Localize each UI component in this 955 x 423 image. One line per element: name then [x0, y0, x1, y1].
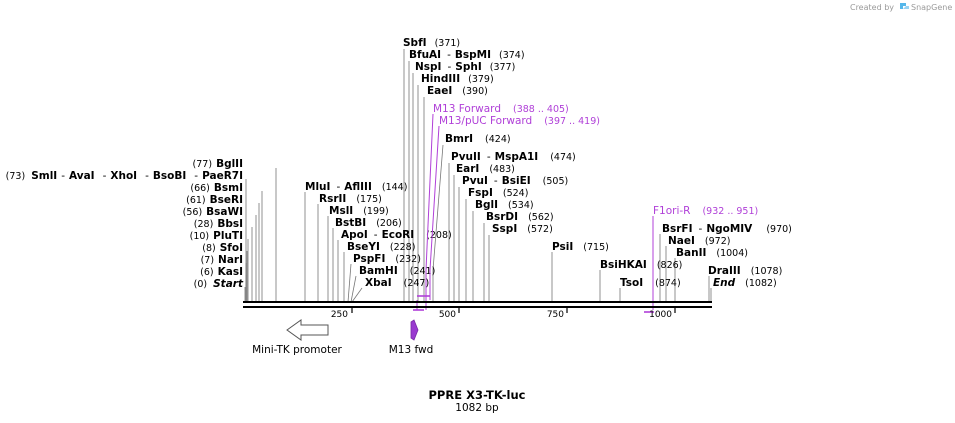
- site-label-start[interactable]: (0) Start: [194, 278, 244, 290]
- site-label-bsawi[interactable]: (56) BsaWI: [183, 206, 243, 218]
- tick-label-750: 750: [547, 310, 564, 320]
- site-label-pluti[interactable]: (10) PluTI: [190, 230, 243, 242]
- site-label-bseyi[interactable]: BseYI (228): [347, 241, 415, 253]
- middle-site-labels: MluI - AflIII (144) RsrII (175) MslI (199) Bs…: [305, 181, 452, 289]
- primer-label-f1ori-r[interactable]: F1ori-R (932 .. 951): [653, 205, 758, 217]
- map-title-block: PPRE X3-TK-luc 1082 bp: [429, 388, 526, 414]
- site-label-bsrfi[interactable]: BsrFI - NgoMIV (970): [662, 223, 792, 235]
- site-label-nspi[interactable]: NspI - SphI (377): [415, 61, 515, 73]
- snapgene-logo-icon: [900, 3, 909, 9]
- site-label-hindiii[interactable]: HindIII (379): [421, 73, 494, 85]
- site-label-nari[interactable]: (7) NarI: [201, 254, 243, 266]
- site-label-mlui[interactable]: MluI - AflIII (144): [305, 181, 407, 193]
- tick-label-1000: 1000: [649, 310, 672, 320]
- site-label-bgli[interactable]: BglI (534): [475, 199, 534, 211]
- site-label-eaei[interactable]: EaeI (390): [427, 85, 488, 97]
- site-label-draiii[interactable]: DraIII (1078): [708, 265, 782, 277]
- site-label-end[interactable]: End (1082): [713, 277, 777, 289]
- site-label-sfoi[interactable]: (8) SfoI: [202, 242, 243, 254]
- site-label-eari[interactable]: EarI (483): [456, 163, 515, 175]
- map-length: 1082 bp: [455, 402, 499, 414]
- primer-bind-arrow-icon[interactable]: [410, 319, 419, 341]
- created-by-label: Created by: [850, 3, 894, 12]
- promoter-arrow-icon[interactable]: [286, 319, 329, 341]
- feature-label-m13-fwd: M13 fwd: [389, 344, 434, 356]
- top-site-labels: SbfI (371) BfuAI - BspMI (374) NspI - SphI (377…: [403, 37, 576, 235]
- site-label-smli-group[interactable]: (73) SmlI - AvaI - XhoI - BsoBI - PaeR7I: [6, 170, 243, 182]
- site-label-bamhi[interactable]: BamHI (241): [359, 265, 435, 277]
- site-label-tsoi[interactable]: TsoI (874): [620, 277, 681, 289]
- site-label-rsrii[interactable]: RsrII (175): [319, 193, 382, 205]
- site-connectors: [244, 49, 712, 303]
- primers: M13 Forward (388 .. 405) M13/pUC Forward(…: [413, 103, 758, 313]
- right-site-labels: PsiI (715) BsiHKAI (826) TsoI (874) BsrFI - N…: [552, 223, 792, 289]
- left-site-labels: (77) BglII (73) SmlI - AvaI - XhoI - BsoBI - PaeR7…: [6, 158, 244, 290]
- site-label-pspfi[interactable]: PspFI (232): [353, 253, 421, 265]
- snapgene-name: SnapGene: [911, 3, 952, 12]
- site-label-bsihkai[interactable]: BsiHKAI (826): [600, 259, 682, 271]
- site-label-fspi[interactable]: FspI (524): [468, 187, 528, 199]
- site-label-bseri[interactable]: (61) BseRI: [186, 194, 243, 206]
- site-label-bstbi[interactable]: BstBI (206): [335, 217, 402, 229]
- site-label-bfuai[interactable]: BfuAI - BspMI (374): [409, 49, 525, 61]
- snapgene-branding: Created by SnapGene: [850, 3, 952, 12]
- feature-label-mini-tk-promoter: Mini-TK promoter: [252, 344, 342, 356]
- site-label-pvuii[interactable]: PvuII - MspA1I (474): [451, 151, 576, 163]
- site-label-bsrdi[interactable]: BsrDI (562): [486, 211, 554, 223]
- site-label-bglii[interactable]: (77) BglII: [193, 158, 243, 170]
- feature-m13-fwd[interactable]: M13 fwd: [389, 319, 434, 356]
- map-title: PPRE X3-TK-luc: [429, 388, 526, 402]
- site-label-pvui[interactable]: PvuI - BsiEI (505): [462, 175, 568, 187]
- site-label-apoi[interactable]: ApoI - EcoRI (208): [341, 229, 452, 241]
- site-label-msli[interactable]: MslI (199): [329, 205, 389, 217]
- site-label-bmri[interactable]: BmrI (424): [445, 133, 511, 145]
- site-label-psii[interactable]: PsiI (715): [552, 241, 609, 253]
- tick-label-250: 250: [331, 310, 348, 320]
- primer-connector-m13-puc-forward: [429, 125, 440, 300]
- site-label-sbfi[interactable]: SbfI (371): [403, 37, 460, 49]
- primer-label-m13-forward[interactable]: M13 Forward (388 .. 405): [433, 103, 569, 115]
- site-label-banii[interactable]: BanII (1004): [676, 247, 748, 259]
- site-label-kasi[interactable]: (6) KasI: [200, 266, 243, 278]
- site-label-bsmi[interactable]: (66) BsmI: [190, 182, 243, 194]
- primer-label-m13-puc-forward[interactable]: M13/pUC Forward (397 .. 419): [439, 115, 600, 127]
- site-label-naei[interactable]: NaeI (972): [668, 235, 730, 247]
- site-label-sspi[interactable]: SspI (572): [492, 223, 553, 235]
- backbone: [243, 301, 712, 308]
- tick-label-500: 500: [439, 310, 456, 320]
- site-label-xbai[interactable]: XbaI (247): [365, 277, 429, 289]
- feature-mini-tk-promoter[interactable]: Mini-TK promoter: [252, 319, 343, 356]
- site-label-bbsi[interactable]: (28) BbsI: [194, 218, 243, 230]
- ruler: 250 500 750 1000: [331, 307, 676, 320]
